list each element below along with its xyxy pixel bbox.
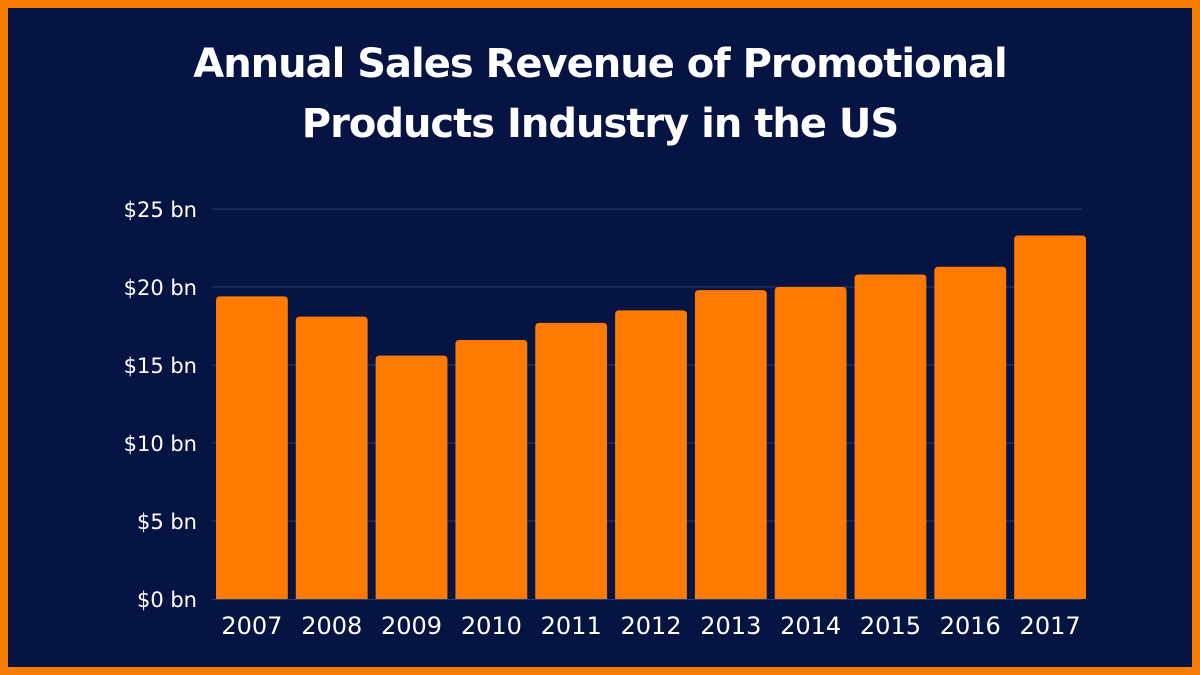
x-tick-label: 2014 <box>780 612 841 640</box>
bar-2016 <box>934 266 1007 599</box>
bar-2014 <box>774 287 847 599</box>
y-tick-label: $20 bn <box>124 276 197 300</box>
x-tick-label: 2017 <box>1020 612 1081 640</box>
bar-2008 <box>295 316 368 599</box>
chart-title-line-2: Products Industry in the US <box>301 101 899 147</box>
chart-title-line-1: Annual Sales Revenue of Promotional <box>193 41 1008 87</box>
bar-2010 <box>455 340 528 599</box>
bar-2007 <box>216 296 288 599</box>
bar-2013 <box>694 290 767 599</box>
bar-2017 <box>1014 235 1086 599</box>
bar-2011 <box>535 322 608 599</box>
chart-title: Annual Sales Revenue of Promotional Prod… <box>0 34 1200 154</box>
y-tick-label: $5 bn <box>137 510 197 534</box>
bars <box>216 235 1086 599</box>
x-tick-label: 2015 <box>860 612 921 640</box>
x-tick-label: 2007 <box>221 612 282 640</box>
x-axis-ticks: 2007 2008 2009 2010 2011 2012 2013 2014 2015 2016… <box>221 612 1080 640</box>
x-tick-label: 2010 <box>461 612 522 640</box>
x-tick-label: 2009 <box>381 612 442 640</box>
x-tick-label: 2013 <box>700 612 761 640</box>
bar-2009 <box>375 355 448 599</box>
bar-2015 <box>854 274 927 599</box>
y-tick-label: $15 bn <box>124 354 197 378</box>
x-tick-label: 2011 <box>541 612 602 640</box>
x-tick-label: 2008 <box>301 612 362 640</box>
y-tick-label: $0 bn <box>137 588 197 612</box>
y-tick-label: $25 bn <box>124 198 197 222</box>
y-tick-label: $10 bn <box>124 432 197 456</box>
bar-2012 <box>615 310 687 599</box>
x-tick-label: 2012 <box>620 612 681 640</box>
x-tick-label: 2016 <box>940 612 1001 640</box>
y-axis-ticks: $0 bn $5 bn $10 bn $15 bn $20 bn $25 bn <box>124 198 197 612</box>
